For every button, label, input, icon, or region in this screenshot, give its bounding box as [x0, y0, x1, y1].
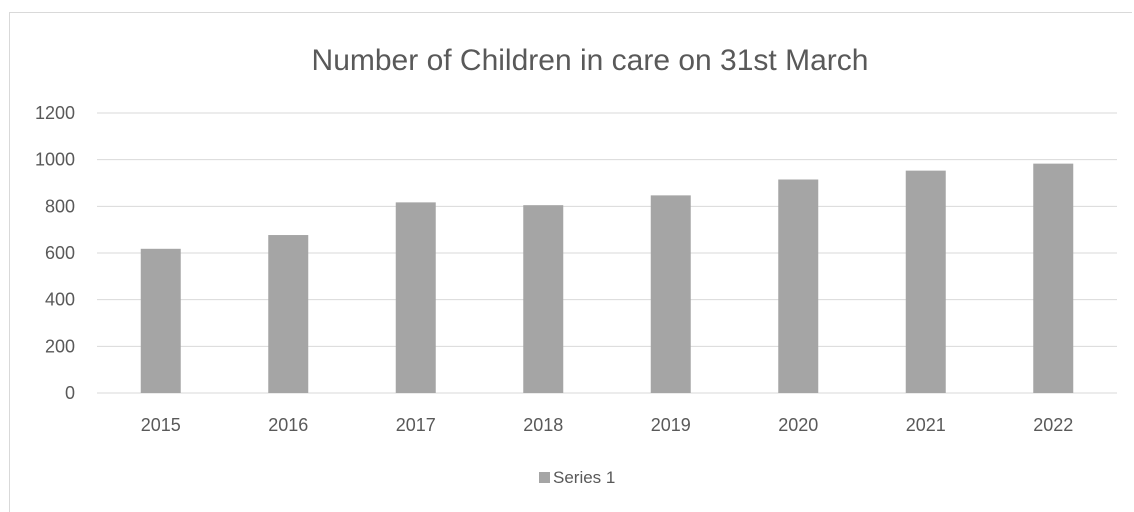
- x-tick-label: 2017: [396, 415, 436, 435]
- y-tick-label: 800: [45, 196, 75, 216]
- x-tick-label: 2020: [778, 415, 818, 435]
- bar-2016: [268, 235, 309, 393]
- x-tick-label: 2021: [906, 415, 946, 435]
- bar-2022: [1033, 163, 1074, 393]
- x-axis-ticks: 2015 2016 2017 2018 2019 2020 2021 2022: [141, 415, 1074, 435]
- y-tick-label: 200: [45, 336, 75, 356]
- legend-swatch: [539, 472, 550, 483]
- legend: Series 1: [539, 468, 615, 487]
- bar-2018: [523, 205, 564, 393]
- x-tick-label: 2018: [523, 415, 563, 435]
- x-tick-label: 2016: [268, 415, 308, 435]
- chart-title: Number of Children in care on 31st March: [312, 44, 869, 77]
- x-tick-label: 2022: [1033, 415, 1073, 435]
- bar-2019: [650, 195, 691, 393]
- bars: [140, 163, 1074, 393]
- legend-label: Series 1: [553, 468, 615, 487]
- bar-2021: [905, 170, 946, 393]
- x-tick-label: 2019: [651, 415, 691, 435]
- y-tick-label: 400: [45, 290, 75, 310]
- y-tick-label: 600: [45, 243, 75, 263]
- y-tick-label: 1000: [35, 150, 75, 170]
- bar-2015: [140, 248, 181, 393]
- bar-2017: [395, 202, 436, 393]
- x-tick-label: 2015: [141, 415, 181, 435]
- gridlines: [97, 112, 1117, 394]
- y-tick-label: 0: [65, 383, 75, 403]
- y-axis-ticks: 0 200 400 600 800 1000 1200: [35, 103, 75, 403]
- y-tick-label: 1200: [35, 103, 75, 123]
- bar-2020: [778, 179, 819, 393]
